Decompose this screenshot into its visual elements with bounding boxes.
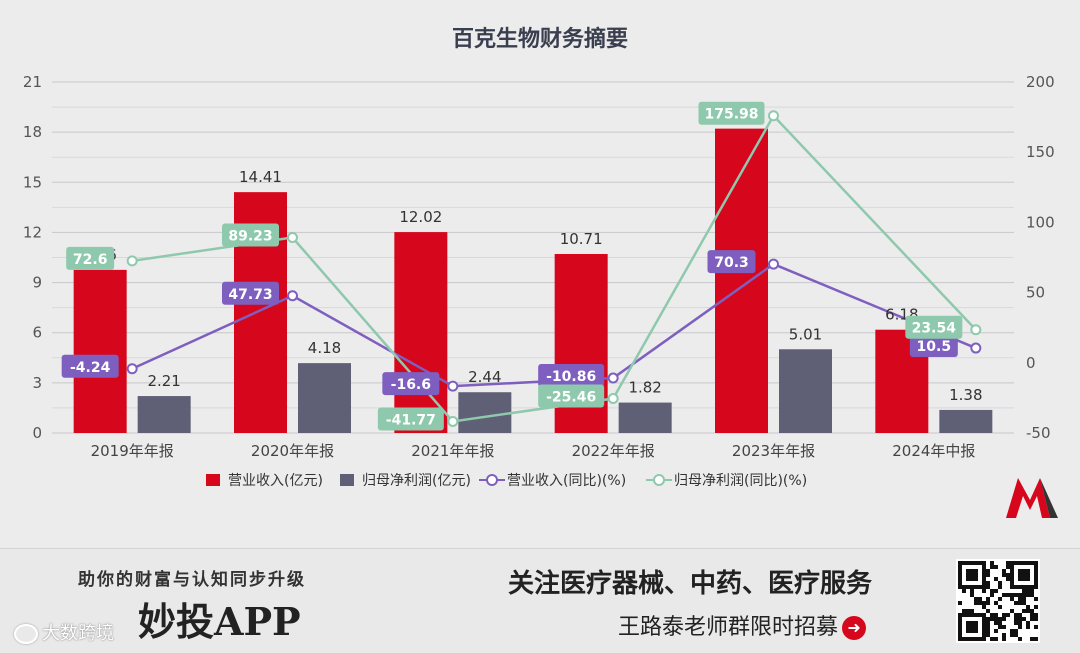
point-value-label: 10.5: [917, 339, 952, 355]
bar-value-label: 2.21: [147, 372, 180, 390]
series-point: [126, 363, 138, 375]
series-point: [768, 258, 779, 270]
arrow-right-circle-icon: ➜: [842, 616, 867, 640]
bar: [137, 396, 191, 433]
follow-text: 关注医疗器械、中药、医疗服务: [508, 569, 873, 599]
legend-swatch-point: [653, 474, 665, 486]
point-label-box: [538, 364, 605, 388]
bar-value-label: 1.38: [949, 386, 982, 404]
series-point: [970, 324, 982, 336]
bar: [618, 402, 672, 433]
y-right-tick-label: 100: [1026, 213, 1055, 231]
point-label-box: [538, 384, 605, 408]
series-line: [131, 262, 977, 388]
point-value-label: 70.3: [714, 255, 749, 271]
point-label-box: [222, 281, 279, 305]
app-name: 妙投APP: [138, 599, 301, 644]
y-right-tick-label: 50: [1026, 284, 1045, 302]
recruit-link[interactable]: 王路泰老师群限时招募 ➜: [618, 609, 867, 641]
point-value-label: 47.73: [228, 287, 272, 303]
bar-value-label: 4.18: [308, 339, 341, 357]
point-value-label: -4.24: [70, 360, 111, 376]
point-label-box: [66, 246, 115, 270]
point-value-label: -25.46: [546, 390, 596, 406]
series-point: [447, 415, 459, 427]
point-value-label: 89.23: [228, 229, 272, 245]
x-tick-label: 2023年年报: [732, 442, 815, 460]
point-value-label: -41.77: [386, 412, 436, 428]
point-label-box: [707, 250, 756, 274]
x-tick-label: 2021年年报: [411, 442, 494, 460]
point-label-box: [905, 315, 963, 339]
y-left-tick-label: 18: [23, 123, 42, 141]
bar-value-label: 14.41: [239, 168, 282, 186]
bar-value-label: 10.71: [560, 230, 603, 248]
bar: [715, 128, 768, 433]
legend-label: 营业收入(同比)(%): [507, 473, 626, 489]
bar-value-label: 1.82: [628, 379, 661, 397]
point-label-box: [698, 101, 765, 125]
point-value-label: 72.6: [73, 252, 108, 268]
point-label-box: [382, 372, 440, 396]
bar: [779, 349, 832, 433]
point-value-label: -16.6: [391, 377, 431, 393]
point-label-box: [909, 334, 958, 358]
x-tick-label: 2022年年报: [572, 442, 655, 460]
point-label-box: [61, 354, 119, 378]
point-value-label: -10.86: [546, 369, 596, 385]
bar: [73, 269, 127, 433]
series-point: [287, 232, 298, 244]
x-tick-label: 2024年中报: [892, 442, 975, 460]
recruit-text: 王路泰老师群限时招募: [618, 615, 839, 640]
bar-value-label: 12.02: [399, 208, 442, 226]
legend-label: 归母净利润(亿元): [362, 472, 471, 489]
point-value-label: 175.98: [704, 107, 758, 123]
chart-area: 百克生物财务摘要 0 3 6 9 12 15 18 21 -50 0 50 100 150 200 2019…: [22, 26, 1058, 518]
slogan-text: 助你的财富与认知同步升级: [78, 570, 306, 590]
legend-label: 营业收入(亿元): [228, 473, 323, 489]
series-point: [768, 110, 779, 122]
series-point: [447, 380, 459, 392]
legend-swatch: [340, 474, 354, 486]
x-tick-label: 2019年年报: [91, 442, 174, 460]
series-point: [287, 290, 298, 302]
watermark-icon: [14, 624, 38, 644]
bar-value-label: 5.01: [789, 325, 822, 343]
series-point: [607, 372, 619, 384]
y-right-tick-label: 200: [1026, 73, 1055, 91]
y-right-tick-label: -50: [1026, 424, 1051, 442]
series-point: [607, 393, 619, 405]
legend-swatch-point: [486, 474, 498, 486]
x-tick-label: 2020年年报: [251, 442, 334, 460]
bar: [458, 392, 512, 433]
y-left-tick-label: 0: [32, 424, 42, 442]
y-left-tick-label: 3: [32, 374, 42, 392]
series-point: [126, 255, 138, 267]
y-left-tick-label: 12: [23, 223, 42, 241]
legend-label: 归母净利润(同比)(%): [674, 472, 807, 489]
bar-value-label: 2.44: [468, 368, 501, 386]
y-right-tick-label: 0: [1026, 354, 1036, 372]
bar: [939, 409, 993, 433]
y-right-tick-label: 150: [1026, 143, 1055, 161]
chart-title: 百克生物财务摘要: [452, 26, 628, 52]
y-left-tick-label: 9: [32, 274, 42, 292]
bar: [298, 363, 351, 433]
promo-banner: 助你的财富与认知同步升级 妙投APP 大数跨境 关注医疗器械、中药、医疗服务 王…: [0, 548, 1080, 653]
point-label-box: [222, 223, 279, 247]
y-left-tick-label: 15: [23, 173, 42, 191]
point-value-label: 23.54: [912, 321, 957, 337]
m-logo-icon: [1006, 478, 1058, 518]
series-point: [970, 342, 982, 354]
qr-code-icon[interactable]: [956, 559, 1040, 643]
y-left-tick-label: 6: [32, 324, 42, 342]
legend-swatch: [206, 474, 220, 486]
watermark-text: 大数跨境: [42, 623, 114, 644]
y-left-tick-label: 21: [23, 73, 42, 91]
bar: [394, 232, 448, 433]
point-label-box: [377, 407, 444, 431]
watermark: 大数跨境: [14, 619, 114, 645]
finance-chart: 百克生物财务摘要 0 3 6 9 12 15 18 21 -50 0 50 100 150 200 2019…: [23, 26, 1055, 489]
